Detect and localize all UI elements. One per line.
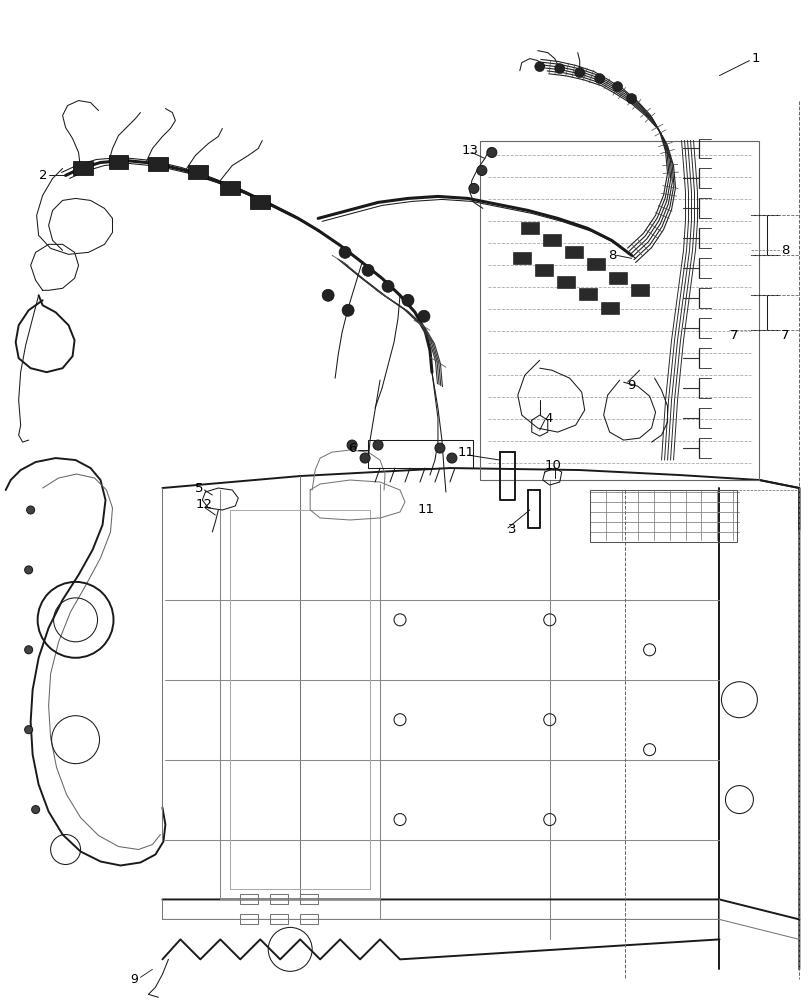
Bar — [240, 914, 258, 924]
Text: 6: 6 — [348, 442, 356, 455]
Bar — [240, 894, 258, 904]
Bar — [513, 252, 530, 264]
Circle shape — [362, 264, 374, 276]
Circle shape — [418, 310, 430, 322]
Bar — [300, 894, 318, 904]
Circle shape — [574, 68, 584, 78]
Text: 9: 9 — [131, 973, 138, 986]
Circle shape — [446, 453, 457, 463]
Bar — [479, 140, 758, 480]
Text: 9: 9 — [627, 379, 635, 392]
Bar — [600, 302, 618, 314]
Circle shape — [381, 280, 393, 292]
Circle shape — [24, 566, 32, 574]
Bar — [534, 264, 552, 276]
Text: 8: 8 — [607, 249, 616, 262]
Bar — [300, 914, 318, 924]
Circle shape — [487, 147, 496, 157]
Bar — [72, 161, 92, 175]
Text: 5: 5 — [195, 482, 204, 495]
Circle shape — [27, 506, 35, 514]
Bar — [578, 288, 596, 300]
Circle shape — [468, 183, 478, 193]
Circle shape — [339, 246, 350, 258]
Text: 4: 4 — [544, 412, 552, 425]
Text: 12: 12 — [195, 498, 212, 511]
Text: 10: 10 — [544, 459, 561, 472]
Bar — [589, 490, 736, 542]
Bar — [250, 195, 270, 209]
Text: 11: 11 — [457, 446, 474, 459]
Text: 7: 7 — [728, 329, 737, 342]
Circle shape — [611, 82, 622, 92]
Circle shape — [24, 726, 32, 734]
Text: 2: 2 — [39, 169, 47, 182]
Bar — [148, 157, 168, 171]
Circle shape — [322, 289, 333, 301]
Bar — [630, 284, 648, 296]
Text: 7: 7 — [780, 329, 789, 342]
Bar — [270, 914, 288, 924]
Text: 3: 3 — [507, 523, 516, 536]
Circle shape — [626, 94, 636, 104]
Circle shape — [594, 74, 604, 84]
Bar — [220, 181, 240, 195]
Circle shape — [346, 440, 357, 450]
Bar — [564, 246, 582, 258]
Circle shape — [341, 304, 354, 316]
Circle shape — [534, 62, 544, 72]
Circle shape — [32, 806, 40, 814]
Bar — [556, 276, 574, 288]
Circle shape — [359, 453, 370, 463]
Text: 11: 11 — [418, 503, 435, 516]
Bar — [188, 165, 208, 179]
Bar — [586, 258, 604, 270]
Circle shape — [435, 443, 444, 453]
Circle shape — [372, 440, 383, 450]
Text: 13: 13 — [461, 144, 478, 157]
Circle shape — [476, 165, 487, 175]
Bar — [608, 272, 626, 284]
Text: 8: 8 — [780, 244, 789, 257]
Bar — [520, 222, 539, 234]
Bar — [109, 155, 128, 169]
Circle shape — [24, 646, 32, 654]
Bar — [542, 234, 560, 246]
Text: 1: 1 — [750, 52, 759, 65]
Bar — [270, 894, 288, 904]
Circle shape — [554, 64, 564, 74]
Bar — [367, 440, 472, 468]
Circle shape — [401, 294, 414, 306]
